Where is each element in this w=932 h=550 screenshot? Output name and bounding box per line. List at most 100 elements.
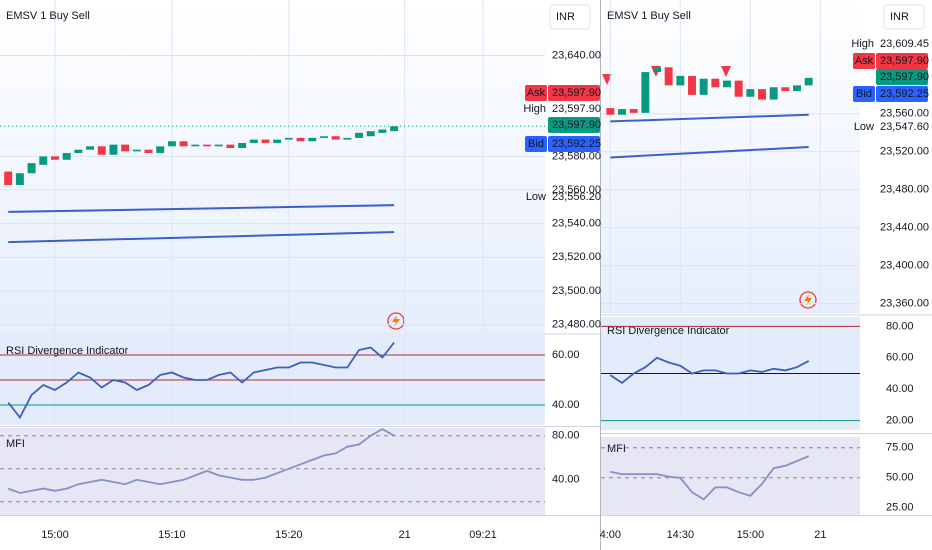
currency-button (883, 4, 925, 30)
y-tick-label: 80.00 (552, 430, 580, 442)
candle-body (86, 146, 95, 150)
candle-body (296, 137, 305, 142)
pane-title: EMSV 1 Buy Sell (6, 10, 90, 22)
y-tick-label: 25.00 (886, 502, 914, 514)
x-tick-label: 15:00 (737, 529, 765, 541)
price-tag-name: Bid (528, 138, 544, 150)
x-tick-label: 09:21 (469, 529, 497, 541)
candle-body (331, 136, 340, 140)
candle-body (746, 89, 755, 97)
candle-body (378, 129, 387, 133)
y-tick-label: 50.00 (886, 472, 914, 484)
candle-body (758, 89, 766, 100)
pane-title: MFI (6, 438, 25, 450)
price-tag-name-bg (525, 85, 547, 101)
price-tag-value: 23,597.90 (880, 71, 929, 83)
price-label-name: High (851, 38, 874, 50)
price-tag-name-bg (525, 136, 547, 152)
candle-body (390, 126, 399, 132)
currency-label: INR (556, 11, 575, 23)
x-tick-label: 15:10 (158, 529, 186, 541)
lightning-icon (387, 291, 817, 330)
price-tag-name-bg (853, 53, 875, 69)
price-tag-name: Bid (856, 88, 872, 100)
price-label-name: High (523, 103, 546, 115)
y-tick-label: 23,540.00 (552, 218, 601, 230)
y-tick-label: 40.00 (552, 474, 580, 486)
price-tag (876, 53, 928, 69)
price-label-value: 23,556.20 (552, 191, 601, 203)
candle-body (653, 67, 661, 73)
price-tag (876, 69, 928, 85)
candle-body (132, 149, 141, 152)
candle-body (366, 131, 375, 137)
candle-body (74, 149, 83, 154)
price-tag-value: 23,592.25 (552, 138, 601, 150)
candle-body (191, 144, 200, 147)
indicator-line (609, 356, 810, 385)
y-tick-label: 75.00 (886, 442, 914, 454)
candle-body (804, 77, 813, 86)
price-tag-value: 23,597.90 (552, 87, 601, 99)
candle-body (121, 144, 130, 152)
price-label-name: Low (854, 121, 874, 133)
candle-body (249, 139, 258, 143)
y-tick-label: 23,480.00 (880, 184, 929, 196)
price-label-value: 23,597.90 (552, 103, 601, 115)
band-line (8, 204, 395, 213)
y-tick-label: 23,520.00 (880, 146, 929, 158)
pane-bg (601, 437, 860, 515)
x-tick-label: 15:20 (275, 529, 303, 541)
candle-body (319, 136, 328, 138)
candle-body (699, 78, 708, 95)
pane-title: EMSV 1 Buy Sell (607, 10, 691, 22)
band-line (610, 146, 809, 159)
price-label-value: 23,609.45 (880, 38, 929, 50)
candle-body (167, 141, 176, 147)
price-label-value: 23,547.60 (880, 121, 929, 133)
candle-body (238, 142, 247, 148)
candle-body (664, 67, 673, 86)
y-tick-label: 60.00 (552, 349, 580, 361)
indicator-line (610, 455, 810, 501)
candle-body (156, 146, 165, 154)
pane-title: MFI (607, 443, 626, 455)
y-tick-label: 23,560.00 (552, 184, 601, 196)
candle-body (261, 139, 270, 143)
pane-bg (0, 0, 545, 333)
price-label-name: Low (526, 191, 546, 203)
y-tick-label: 23,400.00 (880, 259, 929, 271)
candle-body (62, 153, 71, 160)
y-tick-label: 23,360.00 (880, 297, 929, 309)
currency-button (549, 4, 591, 30)
x-tick-label: 15:00 (41, 529, 69, 541)
band-line (610, 113, 809, 123)
y-tick-label: 80.00 (886, 320, 914, 332)
price-tag (548, 85, 600, 101)
candle-body (39, 156, 48, 165)
price-tag-value: 23,597.90 (552, 119, 601, 131)
y-tick-label: 20.00 (886, 414, 914, 426)
price-tag-value: 23,597.90 (880, 55, 929, 67)
pane-title: RSI Divergence Indicator (607, 325, 730, 337)
candle-body (723, 80, 731, 88)
price-tag-name: Ask (855, 55, 874, 67)
candle-body (179, 141, 188, 147)
candle-body (355, 132, 364, 138)
pane-title: RSI Divergence Indicator (6, 345, 129, 357)
price-tag-value: 23,592.25 (880, 88, 929, 100)
price-tag (876, 86, 928, 102)
y-tick-label: 60.00 (886, 352, 914, 364)
candle-body (15, 173, 24, 185)
price-tag-name-bg (853, 86, 875, 102)
price-tag (548, 136, 600, 152)
x-tick-label: 4:00 (600, 529, 621, 541)
candle-body (203, 144, 211, 147)
pane-bg (0, 428, 545, 515)
x-tick-label: 21 (399, 529, 411, 541)
candle-body (226, 144, 235, 148)
currency-label: INR (890, 11, 909, 23)
candle-body (734, 80, 743, 97)
band-line (8, 231, 395, 244)
